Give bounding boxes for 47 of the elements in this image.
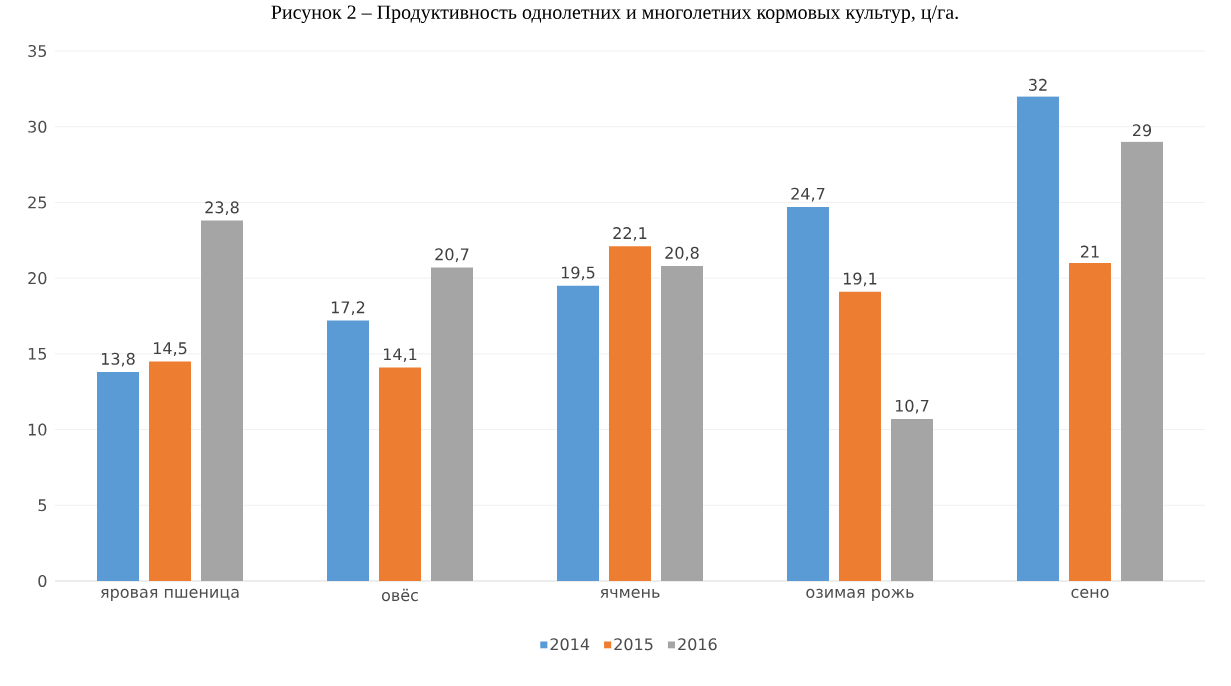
bar (838, 291, 881, 581)
y-tick-label: 10 (28, 423, 47, 436)
data-label: 19,1 (843, 272, 877, 287)
x-tick-label: озимая рожь (806, 588, 914, 602)
y-tick-label: 20 (28, 272, 47, 285)
data-label: 24,7 (791, 187, 825, 202)
data-label: 21 (1080, 245, 1099, 258)
y-tick-label: 25 (28, 196, 47, 209)
data-label: 17,2 (331, 301, 365, 316)
bar (1068, 263, 1111, 581)
y-tick-label: 35 (28, 44, 47, 58)
data-label: 20,7 (435, 248, 469, 263)
chart-title: Рисунок 2 – Продуктивность однолетних и многолетних кормовых культур, ц/га. (271, 5, 958, 24)
bar (1120, 141, 1163, 581)
data-label: 23,8 (205, 201, 239, 216)
legend-label: 2016 (678, 638, 717, 651)
data-label: 14,5 (153, 342, 187, 356)
data-label: 29 (1132, 124, 1152, 137)
data-label: 19,5 (561, 266, 595, 281)
bar (431, 267, 473, 581)
data-label: 20,8 (665, 246, 699, 261)
data-label: 10,7 (895, 399, 929, 414)
bar (557, 285, 599, 581)
bar (1016, 96, 1059, 581)
data-label: 14,1 (383, 348, 417, 362)
y-tick-label: 15 (28, 347, 47, 360)
x-tick-label: ячмень (600, 588, 660, 598)
y-tick-label: 0 (38, 574, 47, 588)
bar (891, 418, 933, 581)
y-tick-label: 30 (28, 120, 47, 133)
bar (201, 220, 243, 581)
x-tick-label: овёс (381, 588, 418, 602)
bar (379, 367, 421, 581)
legend-label: 2015 (614, 638, 653, 651)
bar (661, 266, 703, 581)
y-tick-label: 5 (38, 499, 47, 512)
bar (149, 361, 191, 581)
bar (327, 320, 369, 581)
bar (97, 372, 139, 581)
data-label: 32 (1029, 78, 1047, 91)
data-label: 22,1 (613, 227, 647, 241)
bar (609, 246, 651, 581)
bar (786, 206, 829, 581)
x-tick-label: яровая пшеница (100, 588, 239, 602)
legend-label: 2014 (550, 638, 590, 651)
x-tick-label: сено (1071, 588, 1109, 598)
data-label: 13,8 (101, 352, 135, 367)
